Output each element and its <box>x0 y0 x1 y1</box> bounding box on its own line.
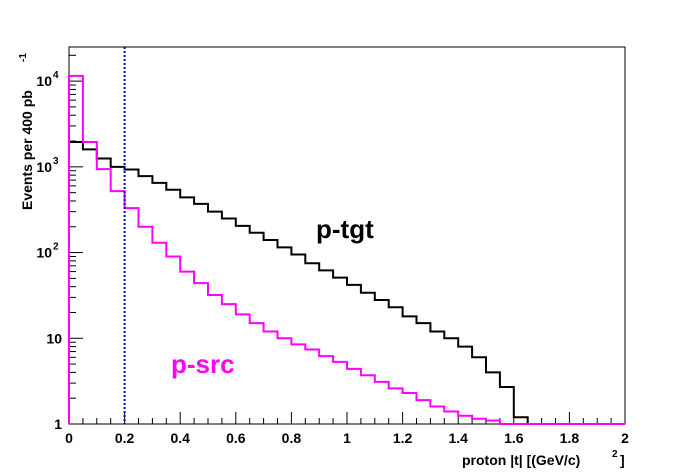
x-tick-label: 0.6 <box>226 430 246 446</box>
y-tick-label: 10 2 <box>36 242 59 261</box>
x-tick-label: 2 <box>621 430 629 446</box>
y-axis-label: Events per 400 pb <box>19 90 35 210</box>
x-tick-label: 0.8 <box>282 430 302 446</box>
y-tick-label: 10 4 <box>36 70 59 89</box>
series-label-p-tgt: p-tgt <box>316 214 374 244</box>
x-tick-label: 0 <box>65 430 73 446</box>
y-tick-label: 10 <box>46 330 62 346</box>
x-tick-labels: 0 0.2 0.4 0.6 0.8 1 1.2 1.4 1.6 1.8 2 <box>65 430 629 446</box>
y-tick-exp: 2 <box>53 242 59 253</box>
x-tick-label: 0.2 <box>115 430 135 446</box>
x-tick-label: 1.6 <box>504 430 524 446</box>
x-tick-label: 1.4 <box>448 430 468 446</box>
axis-ticks <box>68 54 626 425</box>
x-tick-label: 0.4 <box>170 430 190 446</box>
series-layer <box>68 74 625 425</box>
x-tick-label: 1.2 <box>393 430 413 446</box>
y-axis-label-sup: -1 <box>18 53 29 62</box>
x-axis-label-close: ] <box>620 452 625 468</box>
y-tick-exp: 4 <box>53 70 59 81</box>
x-tick-label: 1 <box>343 430 351 446</box>
y-tick-base: 10 <box>36 73 52 89</box>
svg-text:proton |t| [(GeV/c): proton |t| [(GeV/c) <box>462 452 580 468</box>
y-tick-base: 1 <box>54 416 62 432</box>
y-tick-label: 1 <box>54 416 62 432</box>
series-p-src <box>68 74 625 425</box>
x-axis-label-sup: 2 <box>612 449 618 460</box>
series-label-p-src: p-src <box>171 349 235 379</box>
y-tick-exp: 3 <box>53 156 59 167</box>
x-axis-title: proton |t| [(GeV/c) 2 ] <box>462 449 625 468</box>
y-tick-label: 10 3 <box>36 156 59 175</box>
x-tick-label: 1.8 <box>560 430 580 446</box>
y-tick-base: 10 <box>36 159 52 175</box>
y-tick-base: 10 <box>36 245 52 261</box>
y-axis-title: Events per 400 pb -1 <box>18 53 35 210</box>
y-tick-base: 10 <box>46 330 62 346</box>
x-axis-label: proton |t| [(GeV/c) <box>462 452 580 468</box>
series-p-tgt <box>68 140 625 425</box>
